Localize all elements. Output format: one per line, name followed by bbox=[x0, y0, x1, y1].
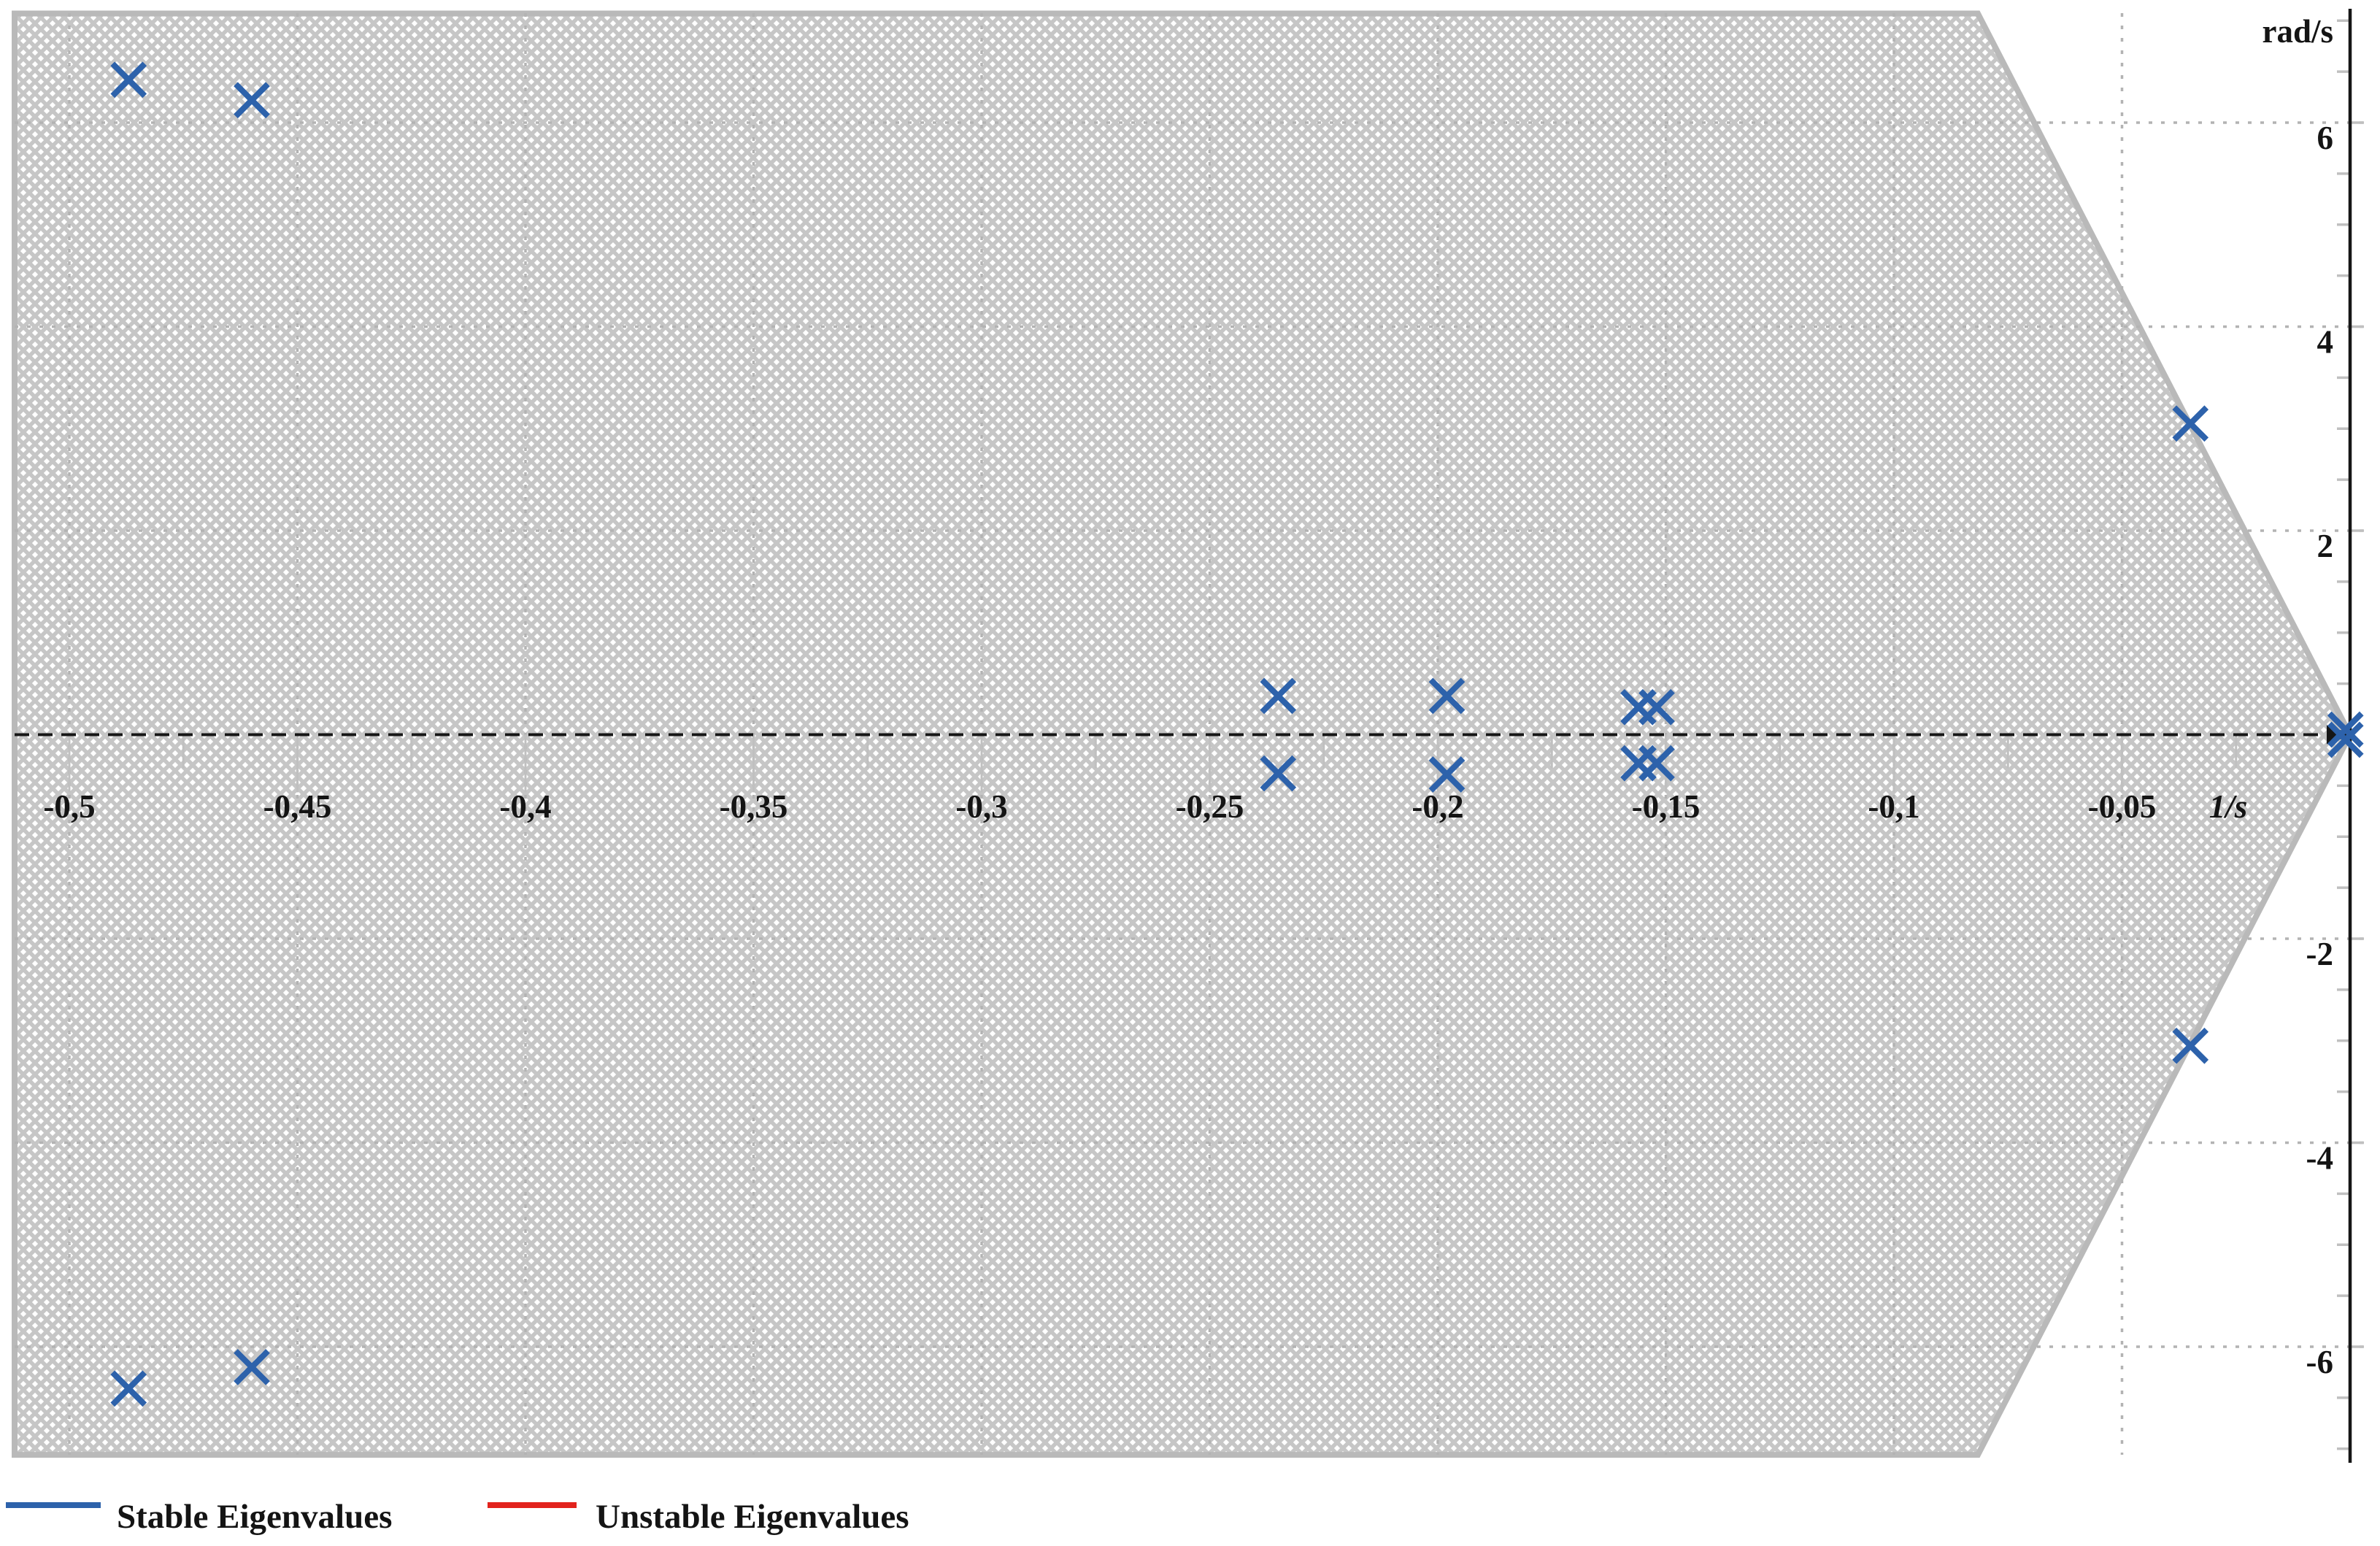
x-tick-label: -0,25 bbox=[1176, 788, 1244, 825]
stable-eigenvalue-marker bbox=[2327, 721, 2364, 758]
eigenvalue-marker-layer bbox=[110, 61, 2364, 1407]
y-tick-label: -6 bbox=[2306, 1344, 2334, 1380]
stable-eigenvalue-marker bbox=[1638, 688, 1675, 726]
x-axis-unit-label: 1/s bbox=[2209, 788, 2248, 825]
tick-label-layer: -0,5 -0,45 -0,4 -0,35 -0,3 -0,25 -0,2 -0,15 -0,1… bbox=[43, 120, 2333, 1380]
stable-eigenvalue-marker bbox=[110, 1370, 147, 1407]
x-tick-label: -0,15 bbox=[1632, 788, 1701, 825]
legend-unstable-label: Unstable Eigenvalues bbox=[596, 1498, 909, 1536]
stable-eigenvalue-marker bbox=[1428, 677, 1466, 715]
x-tick-label: -0,35 bbox=[720, 788, 788, 825]
y-tick-label: 2 bbox=[2317, 528, 2334, 564]
legend: Stable Eigenvalues Unstable Eigenvalues bbox=[6, 1498, 909, 1536]
legend-stable-label: Stable Eigenvalues bbox=[117, 1498, 392, 1536]
x-tick-label: -0,1 bbox=[1868, 788, 1919, 825]
stable-eigenvalue-marker bbox=[234, 82, 270, 119]
stable-eigenvalue-marker bbox=[2172, 405, 2209, 442]
stable-eigenvalue-marker bbox=[1260, 755, 1297, 792]
y-tick-label: -2 bbox=[2306, 936, 2334, 972]
x-tick-label: -0,3 bbox=[955, 788, 1007, 825]
x-tick-label: -0,2 bbox=[1412, 788, 1463, 825]
stable-eigenvalue-marker bbox=[1428, 756, 1466, 793]
x-tick-label: -0,5 bbox=[43, 788, 95, 825]
x-tick-label: -0,05 bbox=[2088, 788, 2157, 825]
stable-eigenvalue-marker bbox=[110, 61, 147, 99]
y-axis-unit-label: rad/s bbox=[2262, 13, 2333, 50]
stable-eigenvalue-marker bbox=[1638, 745, 1675, 782]
y-tick-label: 4 bbox=[2317, 324, 2334, 361]
stable-eigenvalue-marker bbox=[1260, 677, 1297, 715]
y-tick-label: 6 bbox=[2317, 120, 2334, 156]
x-tick-label: -0,45 bbox=[263, 788, 332, 825]
stable-eigenvalue-marker bbox=[234, 1349, 270, 1385]
x-tick-label: -0,4 bbox=[499, 788, 551, 825]
y-tick-label: -4 bbox=[2306, 1140, 2334, 1177]
stable-eigenvalue-marker bbox=[2172, 1027, 2209, 1064]
stable-eigenvalue-marker bbox=[2327, 711, 2364, 748]
